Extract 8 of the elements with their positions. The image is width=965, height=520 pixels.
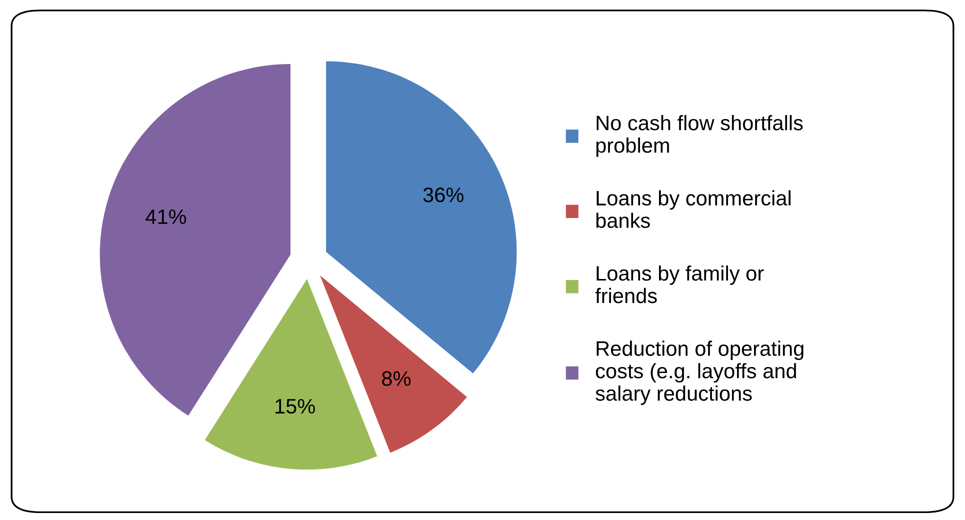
- data-label: 8%: [382, 371, 411, 386]
- legend-label: No cash flow shortfalls problem: [596, 115, 803, 157]
- legend-label: Reduction of operating costs (e.g. layoffs and salary reductions: [596, 340, 804, 405]
- data-label: 36%: [423, 188, 464, 202]
- legend-label: Loans by family or friends: [595, 265, 764, 304]
- data-label: 15%: [276, 398, 315, 414]
- data-label: 41%: [146, 209, 186, 224]
- legend-label: Loans by commercial banks: [596, 190, 790, 228]
